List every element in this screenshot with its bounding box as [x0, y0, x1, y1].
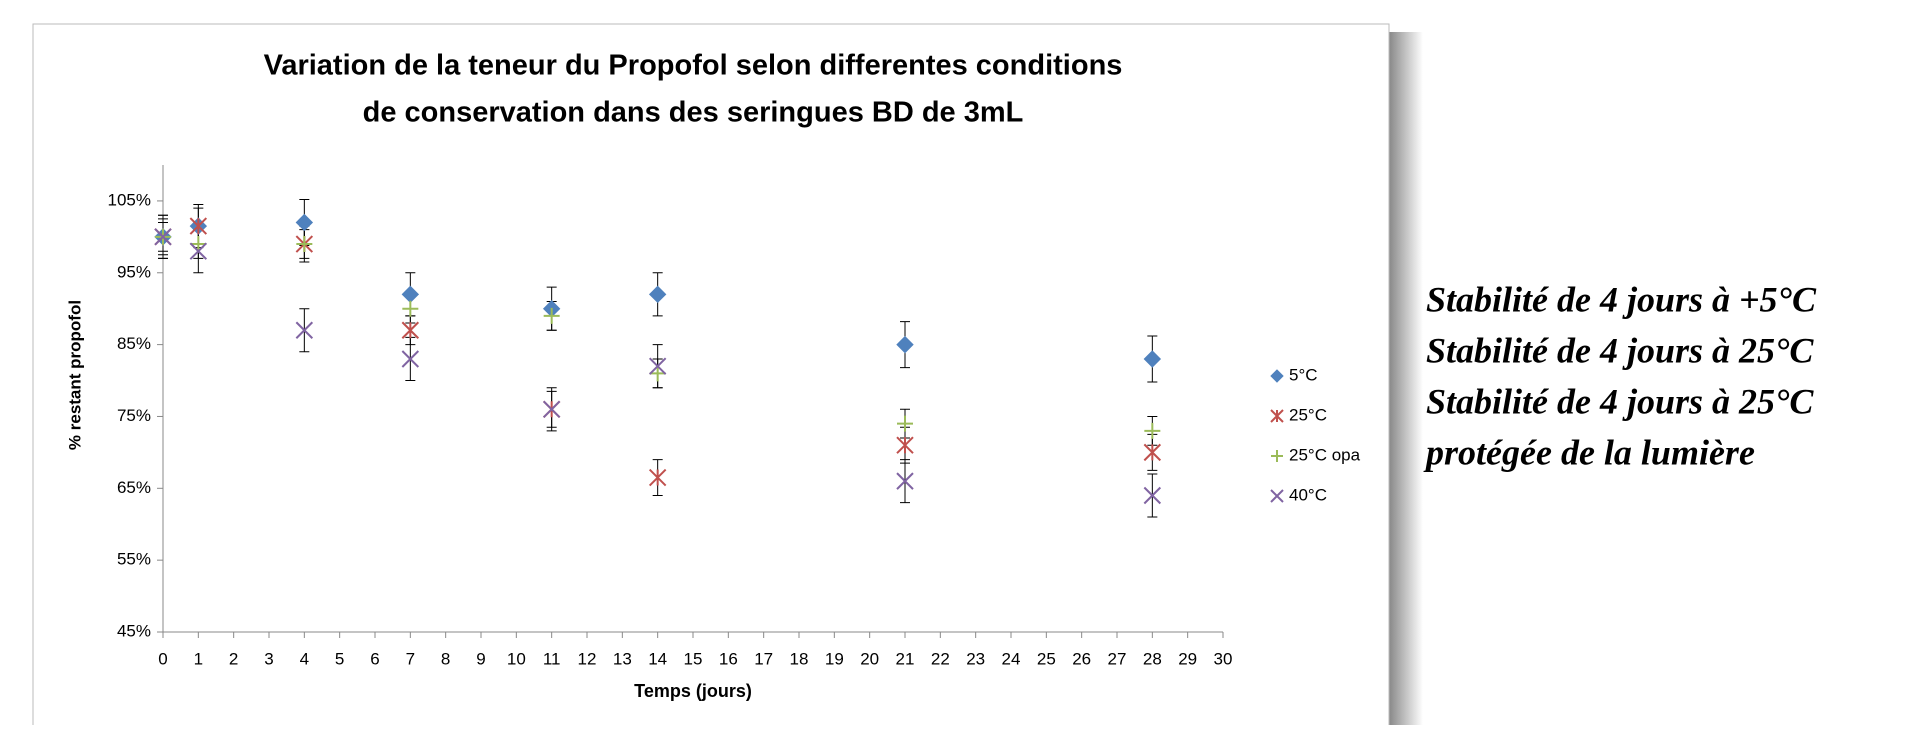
x-tick-label: 6	[370, 649, 379, 668]
x-tick-label: 22	[931, 649, 950, 668]
x-tick-label: 23	[966, 649, 985, 668]
point	[402, 300, 419, 317]
point	[154, 228, 172, 246]
point	[896, 472, 914, 490]
x-tick-label: 5	[335, 649, 344, 668]
x-tick-label: 30	[1214, 649, 1233, 668]
x-tick-label: 26	[1072, 649, 1091, 668]
x-tick-label: 2	[229, 649, 238, 668]
y-axis-title: % restant propofol	[65, 300, 84, 450]
y-tick-label: 45%	[117, 621, 151, 640]
legend-label: 40°C	[1289, 485, 1327, 504]
point	[401, 321, 420, 339]
x-tick-label: 20	[860, 649, 879, 668]
point	[1143, 486, 1162, 505]
y-tick-label: 95%	[117, 262, 151, 281]
x-tick-label: 10	[507, 649, 526, 668]
point	[543, 307, 560, 324]
x-tick-label: 17	[754, 649, 773, 668]
legend-label: 25°C	[1289, 405, 1327, 424]
point	[296, 236, 313, 253]
point	[897, 415, 913, 432]
point	[189, 217, 208, 235]
point	[1143, 443, 1162, 462]
y-tick-label: 85%	[117, 334, 151, 353]
x-tick-label: 9	[476, 649, 485, 668]
side-note: Stabilité de 4 jours à +5°C	[1426, 279, 1817, 319]
point	[648, 357, 667, 375]
point	[190, 236, 207, 253]
y-tick-label: 65%	[117, 478, 151, 497]
x-tick-label: 12	[578, 649, 597, 668]
frame-shadow	[1389, 32, 1423, 725]
point	[1143, 350, 1162, 368]
x-tick-label: 11	[543, 649, 561, 668]
x-axis-title: Temps (jours)	[634, 681, 752, 701]
chart-frame	[32, 23, 1390, 730]
x-tick-label: 13	[613, 649, 632, 668]
x-tick-label: 16	[719, 649, 738, 668]
legend-label: 25°C opa	[1289, 445, 1361, 464]
x-tick-label: 14	[648, 649, 667, 668]
point	[648, 468, 667, 487]
x-tick-label: 0	[158, 649, 167, 668]
x-tick-label: 15	[684, 649, 703, 668]
x-tick-label: 21	[896, 649, 915, 668]
x-tick-label: 18	[790, 649, 809, 668]
point	[189, 242, 208, 260]
legend-marker	[1271, 450, 1283, 462]
x-tick-label: 1	[194, 649, 203, 668]
x-tick-label: 8	[441, 649, 450, 668]
x-tick-label: 27	[1108, 649, 1127, 668]
x-tick-label: 3	[264, 649, 273, 668]
point	[542, 400, 561, 418]
legend-marker	[1270, 409, 1284, 423]
side-note: Stabilité de 4 jours à 25°C	[1426, 381, 1814, 421]
x-tick-label: 4	[300, 649, 309, 668]
x-tick-label: 29	[1178, 649, 1197, 668]
side-note: protégée de la lumière	[1423, 432, 1755, 472]
y-tick-label: 75%	[117, 406, 151, 425]
y-tick-label: 55%	[117, 550, 151, 569]
chart-title: de conservation dans des seringues BD de…	[363, 97, 1024, 129]
legend-label: 5°C	[1289, 365, 1318, 384]
x-tick-label: 7	[406, 649, 415, 668]
x-tick-label: 24	[1002, 649, 1021, 668]
point	[295, 321, 314, 339]
x-tick-label: 28	[1143, 649, 1162, 668]
legend-marker	[1270, 369, 1284, 383]
side-note: Stabilité de 4 jours à 25°C	[1426, 330, 1814, 370]
y-tick-label: 105%	[108, 190, 151, 209]
point	[896, 436, 914, 454]
point	[295, 213, 314, 232]
chart-title: Variation de la teneur du Propofol selon…	[264, 50, 1123, 82]
legend-marker	[1270, 489, 1284, 503]
point	[649, 365, 666, 382]
point	[1144, 422, 1161, 439]
point	[896, 335, 914, 354]
point	[648, 285, 667, 304]
point	[401, 350, 420, 368]
x-tick-label: 19	[825, 649, 844, 668]
x-tick-label: 25	[1037, 649, 1056, 668]
